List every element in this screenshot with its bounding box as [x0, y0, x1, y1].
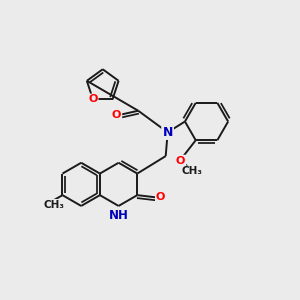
Text: CH₃: CH₃	[182, 167, 203, 176]
Text: O: O	[156, 192, 165, 202]
Text: N: N	[163, 126, 173, 139]
Text: NH: NH	[109, 209, 128, 222]
Text: N: N	[163, 126, 173, 139]
Text: O: O	[112, 110, 121, 120]
Text: CH₃: CH₃	[43, 200, 64, 210]
Text: O: O	[88, 94, 98, 104]
Text: O: O	[176, 156, 185, 166]
